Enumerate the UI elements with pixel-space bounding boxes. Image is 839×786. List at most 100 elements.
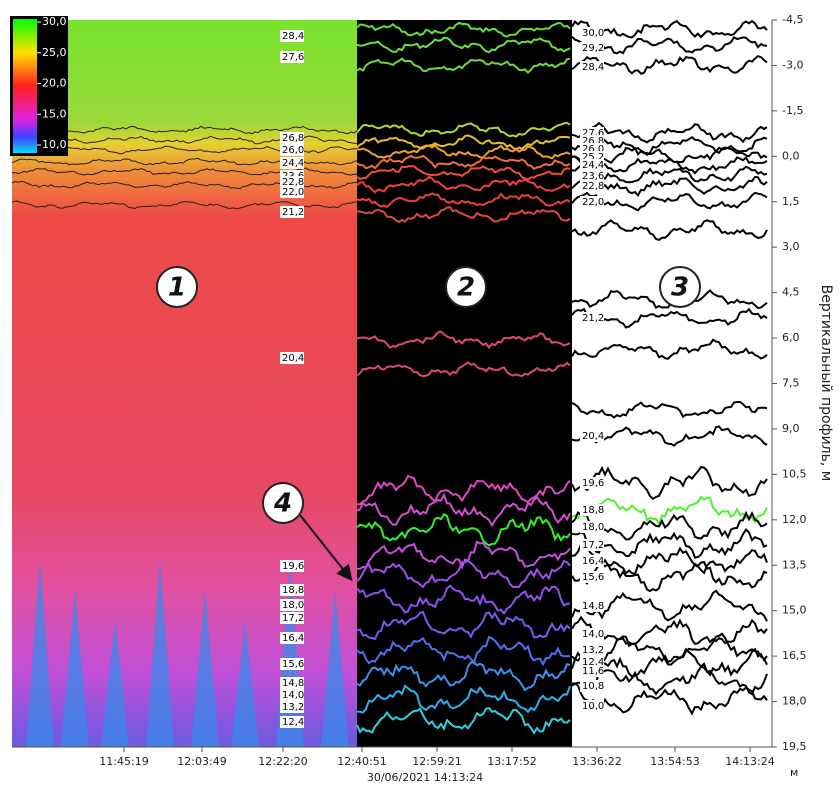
- isotherm-label-bg: [280, 132, 304, 144]
- isotherm-line: [571, 121, 768, 144]
- y-label: Вертикальный профиль, м: [818, 285, 834, 482]
- isotherm-label-bg: [280, 352, 304, 364]
- isotherm-label: 20,4: [282, 353, 304, 364]
- isotherm-line: [571, 465, 768, 501]
- isotherm-line: [571, 682, 768, 716]
- isotherm-line: [571, 338, 768, 360]
- isotherm-label: 17,2: [582, 540, 604, 551]
- x-tick-label: 14:13:24: [725, 755, 774, 768]
- isotherm-line: [356, 474, 571, 506]
- cold-spike: [321, 590, 349, 747]
- isotherm-label-bg: [280, 176, 304, 188]
- isotherm-label-bg: [580, 644, 604, 656]
- y-tick-label: -3,0: [782, 58, 803, 71]
- isotherm-label-bg: [280, 716, 304, 728]
- colorbar-tick-label: 20,0: [42, 77, 67, 90]
- colorbar-tick-label: 25,0: [42, 46, 67, 59]
- y-tick-label: 19,5: [782, 740, 807, 753]
- y-tick-label: 1,5: [782, 195, 800, 208]
- isotherm-label: 19,6: [282, 561, 304, 572]
- isotherm-label-bg: [280, 584, 304, 596]
- isotherm-line: [571, 289, 768, 310]
- isotherm-line: [571, 615, 768, 646]
- isotherm-label: 11,6: [582, 666, 604, 677]
- y-tick-label: 18,0: [782, 695, 807, 708]
- cold-spike: [26, 560, 54, 747]
- isotherm-label: 28,4: [582, 62, 604, 73]
- isotherm-line: [571, 560, 768, 593]
- isotherm-label: 25,2: [582, 152, 604, 163]
- isotherm-label-bg: [580, 571, 604, 583]
- isotherm-line: [356, 706, 571, 735]
- isotherm-label-bg: [280, 599, 304, 611]
- isotherm-label-bg: [580, 521, 604, 533]
- isotherm-label-bg: [580, 42, 604, 54]
- isotherm-label: 29,2: [582, 43, 604, 54]
- isotherm-line: [11, 125, 358, 135]
- isotherm-line: [356, 492, 571, 528]
- isotherm-line: [571, 146, 768, 164]
- isotherm-line: [571, 647, 768, 678]
- isotherm-label: 20,4: [582, 431, 604, 442]
- isotherm-line: [571, 54, 768, 75]
- isotherm-line: [356, 154, 571, 171]
- isotherm-line: [356, 584, 571, 616]
- x-tick-label: 12:22:20: [258, 755, 307, 768]
- panel-marker: [262, 482, 304, 524]
- x-tick-label: 13:54:53: [650, 755, 699, 768]
- isotherm-label: 10,8: [582, 681, 604, 692]
- y-tick-label: 13,5: [782, 558, 807, 571]
- isotherm-line: [356, 361, 571, 378]
- x-tick-label: 12:40:51: [337, 755, 386, 768]
- y-tick-label: 6,0: [782, 331, 800, 344]
- isotherm-line: [571, 400, 768, 419]
- panel-marker: [156, 266, 198, 308]
- isotherm-line: [356, 57, 571, 75]
- isotherm-label-bg: [580, 312, 604, 324]
- x-caption: 30/06/2021 14:13:24: [367, 771, 483, 784]
- isotherm-line: [356, 143, 571, 160]
- panel-marker: [659, 266, 701, 308]
- isotherm-line: [356, 330, 571, 350]
- panel-number: 2: [457, 273, 475, 303]
- isotherm-label-bg: [580, 27, 604, 39]
- panel-marker: [445, 266, 487, 308]
- isotherm-line: [11, 167, 358, 176]
- isotherm-line: [356, 21, 571, 38]
- colorbar-tick-label: 10,0: [42, 138, 67, 151]
- isotherm-label-bg: [280, 206, 304, 218]
- y-tick-label: 12,0: [782, 513, 807, 526]
- isotherm-line: [571, 425, 768, 447]
- isotherm-label: 24,4: [582, 160, 604, 171]
- isotherm-label: 16,4: [582, 556, 604, 567]
- isotherm-label: 24,4: [282, 158, 304, 169]
- isotherm-label: 12,4: [582, 657, 604, 668]
- isotherm-line: [356, 512, 571, 547]
- isotherm-label: 14,8: [582, 601, 604, 612]
- isotherm-line: [571, 589, 768, 622]
- y-tick-label: -1,5: [782, 104, 803, 117]
- isotherm-label: 27,6: [282, 52, 304, 63]
- isotherm-label: 18,0: [282, 600, 304, 611]
- cold-spike: [61, 590, 89, 747]
- cold-spike: [101, 620, 129, 747]
- isotherm-label: 23,6: [582, 171, 604, 182]
- x-tick-label: 11:45:19: [99, 755, 148, 768]
- isotherm-label: 22,8: [582, 181, 604, 192]
- isotherm-label: 14,0: [582, 629, 604, 640]
- isotherm-line: [571, 495, 768, 527]
- isotherm-line: [356, 121, 571, 138]
- isotherm-label: 21,2: [582, 313, 604, 324]
- isotherm-line: [571, 542, 768, 576]
- isotherm-line: [356, 165, 571, 181]
- isotherm-label: 16,4: [282, 633, 304, 644]
- panel-number: 3: [671, 273, 689, 303]
- isotherm-line: [571, 191, 768, 212]
- isotherm-label: 17,2: [282, 613, 304, 624]
- cold-spike: [146, 560, 174, 747]
- x-tick-label: 12:59:21: [412, 755, 461, 768]
- isotherm-label-bg: [280, 30, 304, 42]
- isotherm-label: 22,8: [282, 177, 304, 188]
- isotherm-label: 26,0: [582, 144, 604, 155]
